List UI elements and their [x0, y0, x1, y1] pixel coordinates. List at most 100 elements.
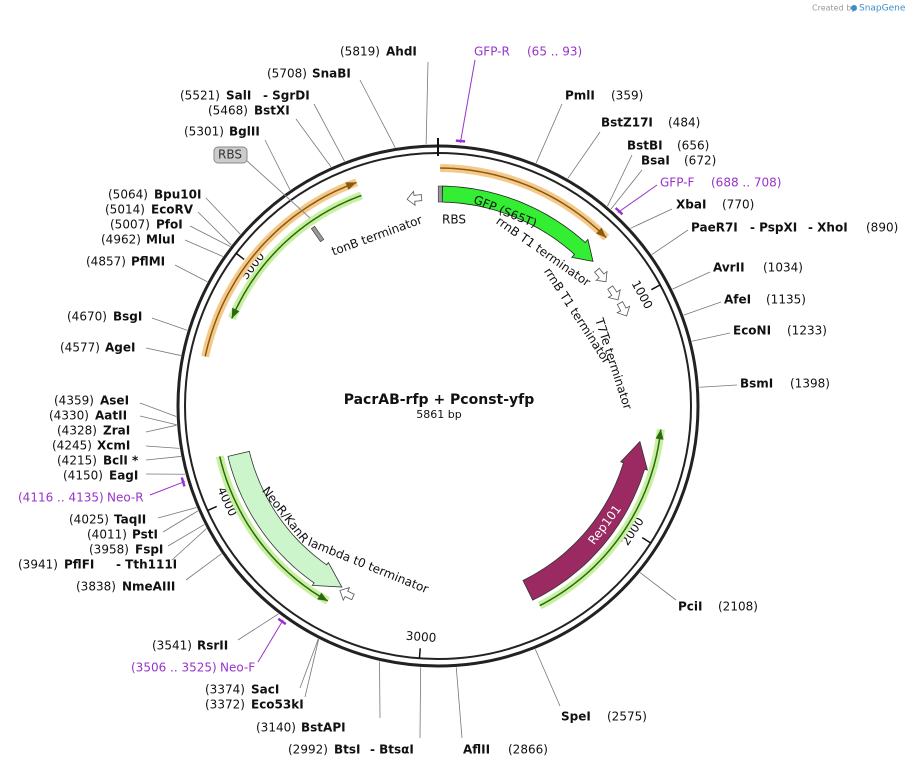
site-leader	[607, 154, 633, 207]
site-name: PflMI	[131, 255, 165, 269]
site-position: (5301)	[184, 125, 224, 139]
context-arrowhead	[345, 182, 357, 190]
primer-leader	[617, 184, 658, 214]
site-position: (4025)	[69, 513, 109, 527]
scale-tick	[207, 505, 218, 512]
site-name: AvrII	[713, 261, 745, 275]
context-arrowhead	[231, 307, 240, 319]
site-position: (4328)	[57, 424, 97, 438]
site-name: AhdI	[386, 45, 417, 59]
site-name: NmeAIII	[122, 580, 175, 594]
feature-neor	[227, 450, 343, 588]
feature-terminator	[339, 586, 355, 602]
site-leader	[295, 118, 332, 168]
site-name: AfeI	[724, 293, 751, 307]
site-name: RsrII	[197, 639, 228, 653]
site-name: AgeI	[105, 341, 135, 355]
site-leader	[313, 103, 345, 162]
feature-terminator	[616, 301, 631, 317]
site-leader	[610, 169, 643, 210]
site-position: (4245)	[52, 439, 92, 453]
primer-name: Neo-R	[107, 491, 144, 505]
site-leader	[174, 264, 208, 283]
site-name: PciI	[678, 600, 703, 614]
site-leader	[534, 649, 561, 707]
context-arrowhead	[596, 227, 607, 238]
brand-icon	[851, 5, 857, 11]
site-position: (656)	[677, 139, 709, 153]
site-name: EagI	[109, 469, 138, 483]
site-name: BsgI	[113, 310, 142, 324]
primer-position: (65 .. 93)	[527, 45, 582, 59]
site-position: (3541)	[152, 639, 192, 653]
site-position: (3838)	[76, 580, 116, 594]
site-position: (484)	[668, 116, 700, 130]
primer-leader	[257, 619, 284, 663]
primer-name: GFP-R	[474, 45, 510, 59]
context-line	[539, 429, 662, 607]
site-leader	[425, 61, 429, 145]
site-position: (1034)	[763, 261, 803, 275]
feature-leader	[245, 159, 311, 219]
site-position: (5014)	[105, 203, 145, 217]
brand: SnapGene	[859, 4, 906, 14]
site-position: (1233)	[787, 324, 827, 338]
site-name: SalI	[226, 89, 251, 103]
site-position: (3374)	[205, 683, 245, 697]
site-name: BstAPI	[301, 721, 346, 735]
site-leader	[167, 524, 205, 547]
site-position: (2108)	[718, 600, 758, 614]
feature-terminator	[406, 190, 423, 207]
site-leader	[359, 79, 396, 148]
feature-label: RBS	[442, 213, 466, 227]
primer-name: Neo-F	[220, 661, 255, 675]
site-leader	[699, 384, 738, 388]
site-position: (5064)	[108, 188, 148, 202]
site-position: (4330)	[49, 409, 89, 423]
site-leader	[419, 667, 422, 739]
site-name: - XhoI	[808, 221, 848, 235]
site-name: EcoRV	[151, 203, 194, 217]
context-line	[440, 167, 607, 239]
site-leader	[567, 131, 601, 179]
feature-rep101	[522, 440, 648, 601]
site-position: (672)	[684, 154, 716, 168]
site-leader	[139, 415, 177, 426]
site-leader	[162, 510, 199, 533]
site-position: (4962)	[101, 233, 141, 247]
site-name: - SgrDI	[263, 89, 310, 103]
site-position: (5468)	[208, 104, 248, 118]
site-leader	[145, 424, 177, 433]
site-name: AflII	[463, 743, 490, 757]
site-leader	[197, 211, 232, 246]
site-name: PflFI	[64, 558, 94, 572]
site-name: MluI	[146, 233, 175, 247]
context-line	[204, 181, 357, 357]
site-position: (4215)	[57, 454, 97, 468]
site-name: BglII	[229, 125, 260, 139]
feature-label: tonB terminator	[330, 213, 425, 259]
primer-mark	[455, 139, 466, 143]
site-leader	[189, 225, 231, 247]
site-position: (4577)	[60, 341, 100, 355]
scale-tick	[418, 648, 421, 659]
site-position: (1135)	[766, 293, 806, 307]
site-name: BclI *	[103, 454, 139, 468]
site-position: (3140)	[256, 721, 296, 735]
site-leader	[145, 347, 181, 356]
site-leader	[304, 639, 320, 698]
site-position: (359)	[611, 89, 643, 103]
site-name: AseI	[100, 394, 129, 408]
primer-position: (4116 .. 4135)	[18, 491, 104, 505]
site-position: (5708)	[267, 67, 307, 81]
site-position: (5007)	[110, 218, 150, 232]
site-name: PaeR7I	[691, 221, 738, 235]
site-name: ZraI	[103, 424, 130, 438]
site-name: XcmI	[97, 439, 130, 453]
scale-tick	[650, 284, 661, 291]
site-name: PmlI	[565, 89, 595, 103]
site-leader	[683, 301, 722, 316]
site-leader	[145, 456, 181, 461]
primer-mark	[277, 617, 287, 626]
